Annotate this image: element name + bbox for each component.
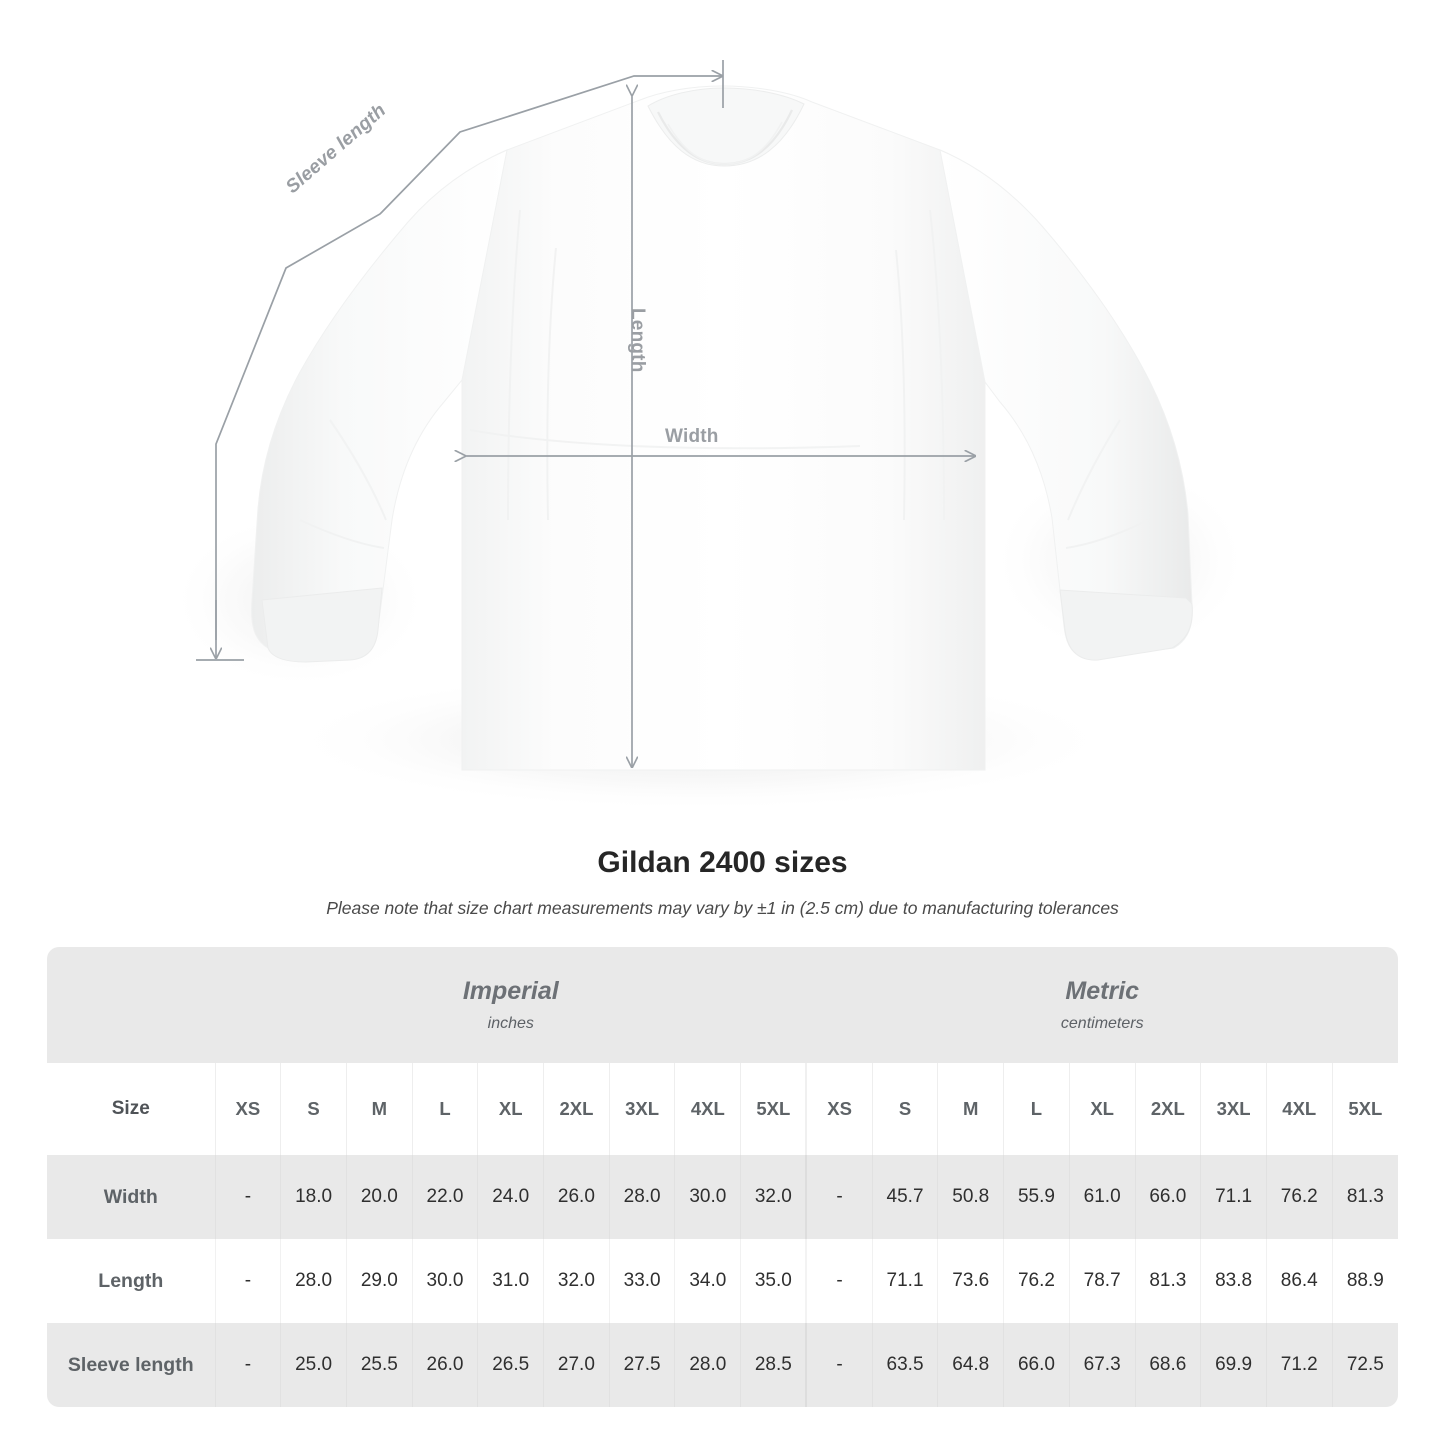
row-label-sleeve-length: Sleeve length bbox=[47, 1323, 216, 1407]
size-header-imperial-s: S bbox=[280, 1063, 347, 1155]
cell-length-metric-s: 71.1 bbox=[871, 1239, 938, 1323]
table-row: Width - 18.0 20.0 22.0 24.0 26.0 28.0 30… bbox=[47, 1155, 1398, 1239]
cell-width-metric-2xl: 66.0 bbox=[1134, 1155, 1201, 1239]
row-label-length: Length bbox=[47, 1239, 216, 1323]
cell-sleeve-imperial-2xl: 27.0 bbox=[543, 1323, 610, 1407]
cell-sleeve-metric-2xl: 68.6 bbox=[1134, 1323, 1201, 1407]
table-row: Length - 28.0 29.0 30.0 31.0 32.0 33.0 3… bbox=[47, 1239, 1398, 1323]
title-block: Gildan 2400 sizes Please note that size … bbox=[0, 845, 1445, 920]
size-header-row: Size XS S M L XL 2XL 3XL 4XL 5XL XS S M … bbox=[47, 1063, 1398, 1155]
unit-group-imperial: Imperial inches bbox=[215, 947, 807, 1063]
cell-sleeve-imperial-s: 25.0 bbox=[280, 1323, 347, 1407]
cell-width-imperial-xs: - bbox=[214, 1155, 281, 1239]
cell-length-metric-2xl: 81.3 bbox=[1134, 1239, 1201, 1323]
cell-width-imperial-4xl: 30.0 bbox=[674, 1155, 741, 1239]
size-header-label: Size bbox=[47, 1063, 216, 1155]
size-header-metric-2xl: 2XL bbox=[1134, 1063, 1201, 1155]
width-dimension-label: Width bbox=[665, 426, 719, 447]
page-title: Gildan 2400 sizes bbox=[597, 846, 848, 879]
cell-length-metric-5xl: 88.9 bbox=[1331, 1239, 1398, 1323]
size-header-metric-xs: XS bbox=[805, 1063, 873, 1155]
cell-length-metric-4xl: 86.4 bbox=[1265, 1239, 1333, 1323]
cell-width-metric-xl: 61.0 bbox=[1068, 1155, 1135, 1239]
cell-sleeve-imperial-3xl: 27.5 bbox=[608, 1323, 675, 1407]
cell-width-imperial-xl: 24.0 bbox=[477, 1155, 544, 1239]
cell-width-metric-l: 55.9 bbox=[1003, 1155, 1070, 1239]
cell-width-metric-5xl: 81.3 bbox=[1331, 1155, 1398, 1239]
cell-length-metric-3xl: 83.8 bbox=[1200, 1239, 1267, 1323]
size-header-metric-m: M bbox=[937, 1063, 1004, 1155]
size-header-metric-4xl: 4XL bbox=[1265, 1063, 1333, 1155]
cell-sleeve-metric-3xl: 69.9 bbox=[1200, 1323, 1267, 1407]
cell-sleeve-imperial-xs: - bbox=[214, 1323, 281, 1407]
cell-sleeve-metric-m: 64.8 bbox=[937, 1323, 1004, 1407]
cell-sleeve-metric-xs: - bbox=[805, 1323, 873, 1407]
cell-length-imperial-m: 29.0 bbox=[345, 1239, 413, 1323]
unit-group-header-row: Imperial inches Metric centimeters bbox=[47, 947, 1398, 1063]
size-header-metric-s: S bbox=[871, 1063, 938, 1155]
cell-width-metric-4xl: 76.2 bbox=[1265, 1155, 1333, 1239]
cell-width-imperial-2xl: 26.0 bbox=[543, 1155, 610, 1239]
cell-sleeve-imperial-4xl: 28.0 bbox=[674, 1323, 741, 1407]
size-header-metric-5xl: 5XL bbox=[1331, 1063, 1398, 1155]
cell-length-imperial-xs: - bbox=[214, 1239, 281, 1323]
size-header-imperial-2xl: 2XL bbox=[543, 1063, 610, 1155]
cell-length-imperial-2xl: 32.0 bbox=[543, 1239, 610, 1323]
cell-width-imperial-m: 20.0 bbox=[345, 1155, 413, 1239]
cell-sleeve-metric-5xl: 72.5 bbox=[1331, 1323, 1398, 1407]
size-header-metric-3xl: 3XL bbox=[1200, 1063, 1267, 1155]
size-header-metric-l: L bbox=[1003, 1063, 1070, 1155]
cell-sleeve-imperial-l: 26.0 bbox=[411, 1323, 478, 1407]
cell-sleeve-metric-s: 63.5 bbox=[871, 1323, 938, 1407]
size-header-imperial-3xl: 3XL bbox=[608, 1063, 675, 1155]
table-row: Sleeve length - 25.0 25.5 26.0 26.5 27.0… bbox=[47, 1323, 1398, 1407]
unit-name-imperial: Imperial bbox=[462, 976, 559, 1005]
size-header-metric-xl: XL bbox=[1068, 1063, 1135, 1155]
unit-name-metric: Metric bbox=[1065, 976, 1140, 1005]
cell-sleeve-metric-l: 66.0 bbox=[1003, 1323, 1070, 1407]
unit-sub-metric: centimeters bbox=[1060, 1014, 1144, 1032]
cell-length-metric-l: 76.2 bbox=[1003, 1239, 1070, 1323]
size-header-imperial-xl: XL bbox=[477, 1063, 544, 1155]
cell-length-metric-m: 73.6 bbox=[937, 1239, 1004, 1323]
cell-length-imperial-4xl: 34.0 bbox=[674, 1239, 741, 1323]
size-header-imperial-5xl: 5XL bbox=[740, 1063, 807, 1155]
unit-sub-imperial: inches bbox=[487, 1014, 534, 1032]
cell-width-imperial-s: 18.0 bbox=[280, 1155, 347, 1239]
garment-illustration bbox=[170, 60, 1250, 812]
cell-width-metric-m: 50.8 bbox=[937, 1155, 1004, 1239]
cell-length-imperial-5xl: 35.0 bbox=[740, 1239, 807, 1323]
cell-width-imperial-3xl: 28.0 bbox=[608, 1155, 675, 1239]
cell-length-imperial-l: 30.0 bbox=[411, 1239, 478, 1323]
unit-header-spacer bbox=[47, 947, 216, 1063]
size-header-imperial-l: L bbox=[411, 1063, 478, 1155]
length-dimension-label: Length bbox=[627, 308, 648, 373]
cell-width-metric-3xl: 71.1 bbox=[1200, 1155, 1267, 1239]
cell-sleeve-metric-xl: 67.3 bbox=[1068, 1323, 1135, 1407]
tolerance-note: Please note that size chart measurements… bbox=[326, 898, 1119, 918]
cell-width-imperial-5xl: 32.0 bbox=[740, 1155, 807, 1239]
cell-sleeve-metric-4xl: 71.2 bbox=[1265, 1323, 1333, 1407]
cell-length-imperial-xl: 31.0 bbox=[477, 1239, 544, 1323]
unit-group-metric: Metric centimeters bbox=[806, 947, 1398, 1063]
cell-sleeve-imperial-xl: 26.5 bbox=[477, 1323, 544, 1407]
size-header-imperial-m: M bbox=[345, 1063, 413, 1155]
cell-sleeve-imperial-5xl: 28.5 bbox=[740, 1323, 807, 1407]
garment-diagram: Sleeve length Length Width bbox=[170, 60, 1250, 812]
size-table-container: Imperial inches Metric centimeters Size … bbox=[47, 947, 1398, 1407]
cell-width-metric-xs: - bbox=[805, 1155, 873, 1239]
cell-length-metric-xl: 78.7 bbox=[1068, 1239, 1135, 1323]
size-header-imperial-xs: XS bbox=[214, 1063, 281, 1155]
size-table: Imperial inches Metric centimeters Size … bbox=[47, 947, 1398, 1407]
size-header-imperial-4xl: 4XL bbox=[674, 1063, 741, 1155]
cell-length-imperial-3xl: 33.0 bbox=[608, 1239, 675, 1323]
cell-sleeve-imperial-m: 25.5 bbox=[345, 1323, 413, 1407]
row-label-width: Width bbox=[47, 1155, 216, 1239]
cell-length-imperial-s: 28.0 bbox=[280, 1239, 347, 1323]
cell-width-metric-s: 45.7 bbox=[871, 1155, 938, 1239]
cell-width-imperial-l: 22.0 bbox=[411, 1155, 478, 1239]
cell-length-metric-xs: - bbox=[805, 1239, 873, 1323]
